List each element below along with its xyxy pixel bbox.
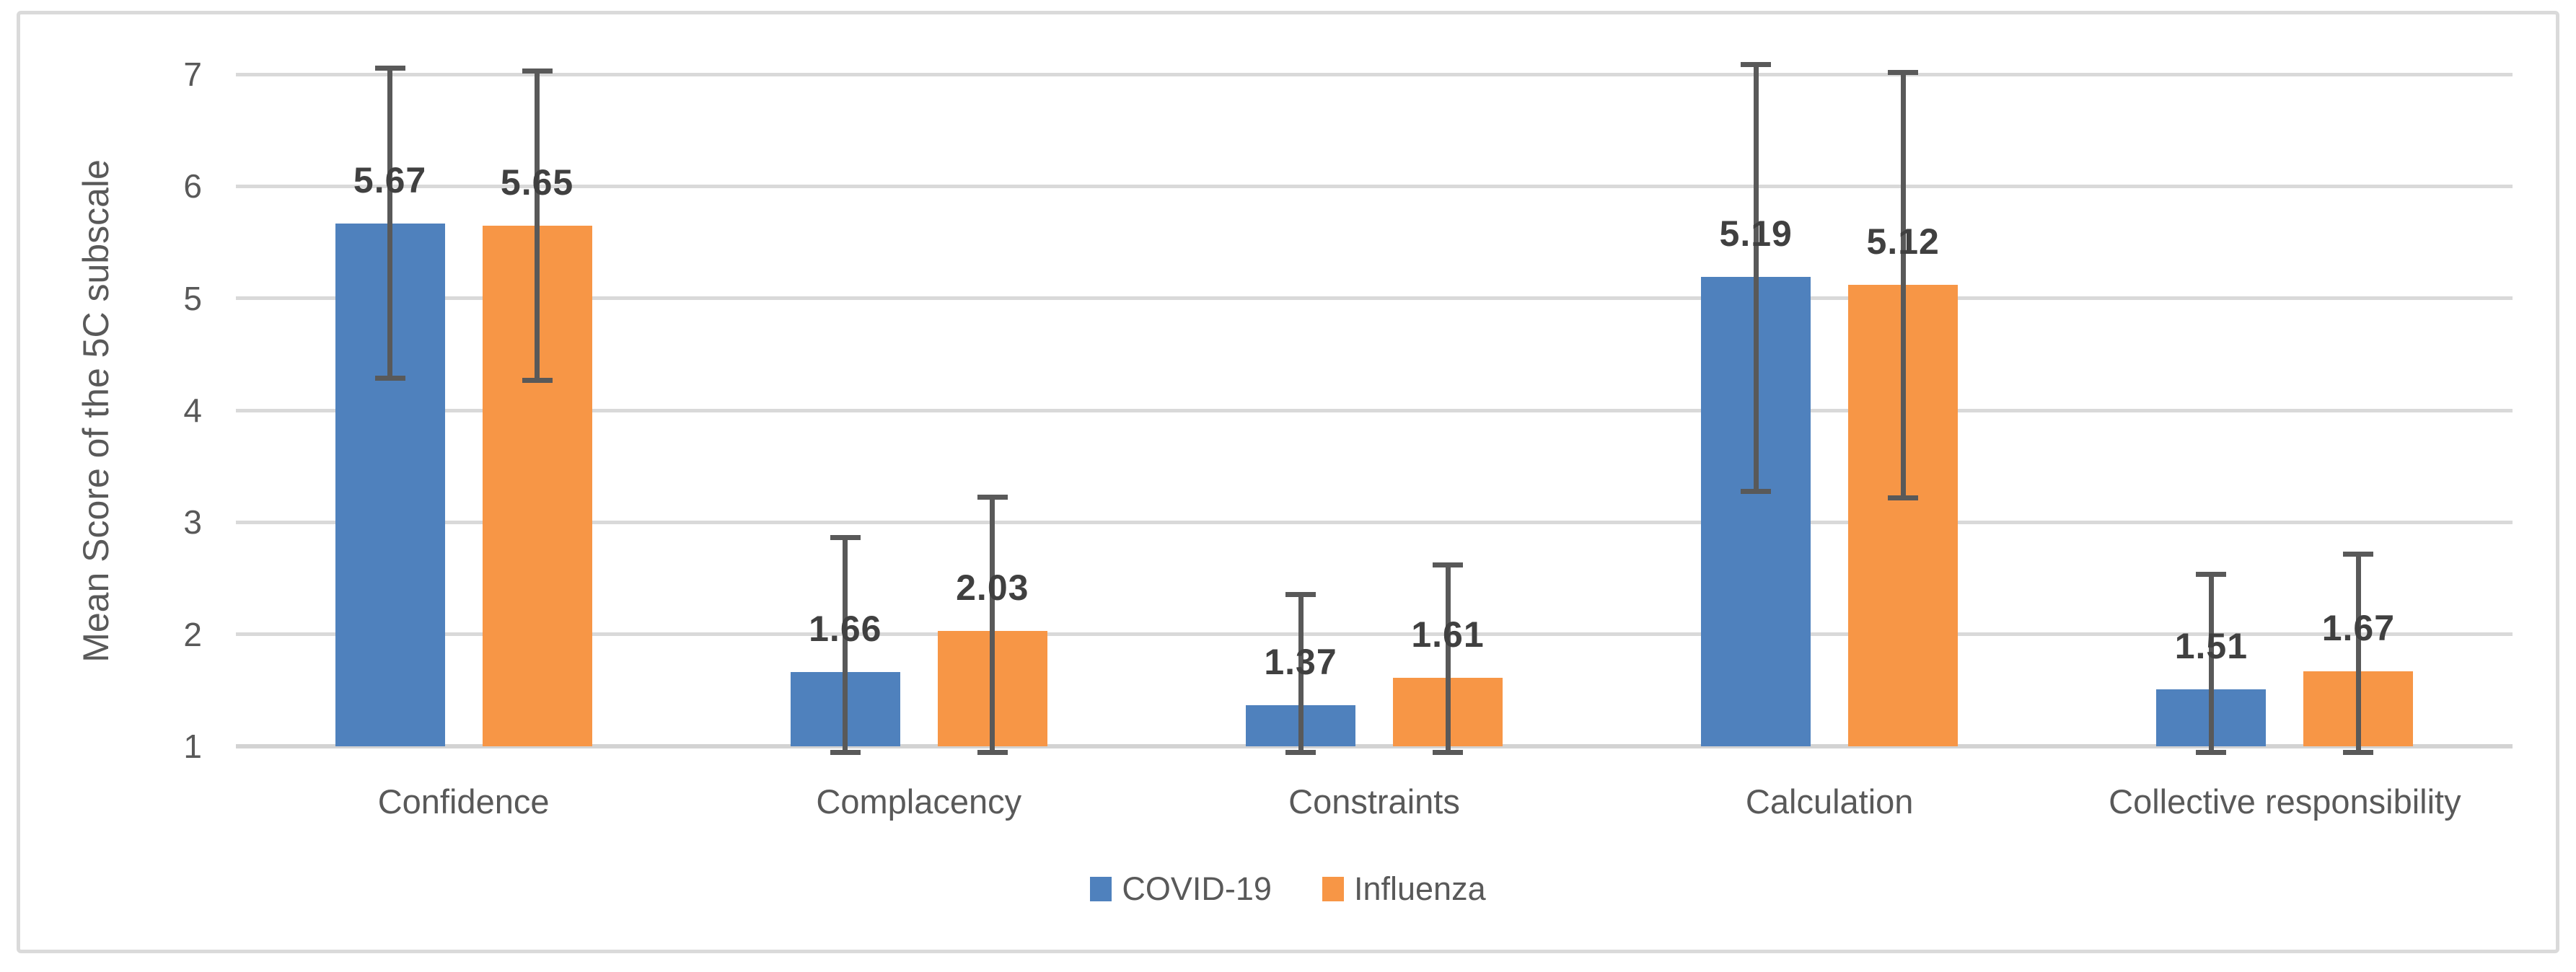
- legend-swatch-covid-19: [1090, 877, 1112, 901]
- y-tick-7: 7: [183, 56, 202, 94]
- category-label-constraints: Constraints: [1288, 782, 1460, 821]
- y-tick-3: 3: [183, 503, 202, 542]
- gridline-y-6: [236, 184, 2513, 188]
- error-cap-top-influenza-complacency: [977, 494, 1008, 500]
- error-bar-influenza-confidence: [535, 71, 540, 381]
- gridline-y-4: [236, 408, 2513, 412]
- legend-label-covid-19: COVID-19: [1122, 870, 1272, 907]
- error-cap-top-influenza-constraints: [1433, 562, 1463, 568]
- legend: COVID-19 Influenza: [0, 871, 2576, 907]
- y-tick-2: 2: [183, 615, 202, 653]
- error-bar-influenza-complacency: [990, 496, 995, 752]
- error-bar-covid-19-constraints: [1298, 593, 1304, 752]
- error-cap-bottom-influenza-collective-responsibility: [2343, 749, 2374, 755]
- data-label-covid-19-calculation: 5.19: [1719, 213, 1793, 255]
- error-bar-covid-19-calculation: [1753, 64, 1759, 491]
- error-cap-bottom-influenza-constraints: [1433, 749, 1463, 755]
- category-label-calculation: Calculation: [1745, 782, 1914, 821]
- error-cap-top-covid-19-calculation: [1741, 62, 1772, 68]
- error-cap-bottom-covid-19-constraints: [1285, 749, 1316, 755]
- y-tick-6: 6: [183, 167, 202, 206]
- error-cap-top-influenza-confidence: [522, 69, 553, 74]
- category-label-complacency: Complacency: [816, 782, 1022, 821]
- gridline-y-3: [236, 520, 2513, 524]
- legend-item-influenza: Influenza: [1322, 871, 1486, 907]
- legend-swatch-influenza: [1322, 877, 1344, 901]
- data-label-covid-19-constraints: 1.37: [1264, 641, 1337, 682]
- data-label-covid-19-collective-responsibility: 1.51: [2174, 625, 2248, 666]
- error-bar-influenza-calculation: [1900, 71, 1906, 498]
- gridline-y-5: [236, 296, 2513, 301]
- data-label-influenza-collective-responsibility: 1.67: [2321, 607, 2396, 648]
- error-bar-influenza-constraints: [1445, 565, 1451, 752]
- error-cap-bottom-covid-19-collective-responsibility: [2196, 749, 2227, 755]
- gridline-y-7: [236, 72, 2513, 76]
- error-cap-bottom-covid-19-confidence: [374, 375, 405, 381]
- error-cap-top-influenza-collective-responsibility: [2343, 551, 2374, 557]
- error-cap-top-influenza-calculation: [1888, 69, 1919, 75]
- error-cap-bottom-covid-19-complacency: [830, 749, 861, 755]
- error-cap-bottom-influenza-complacency: [977, 749, 1008, 755]
- error-cap-top-covid-19-complacency: [830, 534, 861, 540]
- category-label-collective-responsibility: Collective responsibility: [2109, 782, 2461, 821]
- error-cap-top-covid-19-collective-responsibility: [2196, 571, 2227, 577]
- data-label-covid-19-complacency: 1.66: [809, 609, 882, 650]
- y-tick-5: 5: [183, 279, 202, 317]
- error-bar-covid-19-complacency: [843, 536, 848, 752]
- error-cap-bottom-influenza-calculation: [1888, 495, 1919, 501]
- gridline-y-2: [236, 632, 2513, 637]
- error-cap-bottom-covid-19-calculation: [1741, 488, 1772, 494]
- error-cap-top-covid-19-constraints: [1285, 591, 1316, 597]
- data-label-influenza-confidence: 5.65: [500, 162, 574, 203]
- error-cap-top-covid-19-confidence: [374, 65, 405, 71]
- y-tick-4: 4: [183, 392, 202, 429]
- data-label-influenza-complacency: 2.03: [956, 567, 1029, 608]
- y-tick-1: 1: [183, 728, 202, 765]
- data-label-influenza-calculation: 5.12: [1866, 221, 1940, 262]
- data-label-covid-19-confidence: 5.67: [353, 159, 427, 200]
- legend-item-covid-19: COVID-19: [1090, 871, 1272, 907]
- error-bar-covid-19-collective-responsibility: [2208, 573, 2214, 752]
- error-bar-covid-19-confidence: [387, 67, 393, 378]
- data-label-influenza-constraints: 1.61: [1411, 614, 1485, 655]
- x-axis-line: [236, 744, 2513, 748]
- error-bar-influenza-collective-responsibility: [2355, 553, 2361, 752]
- legend-label-influenza: Influenza: [1353, 870, 1486, 907]
- error-cap-bottom-influenza-confidence: [522, 378, 553, 384]
- category-label-confidence: Confidence: [377, 782, 550, 821]
